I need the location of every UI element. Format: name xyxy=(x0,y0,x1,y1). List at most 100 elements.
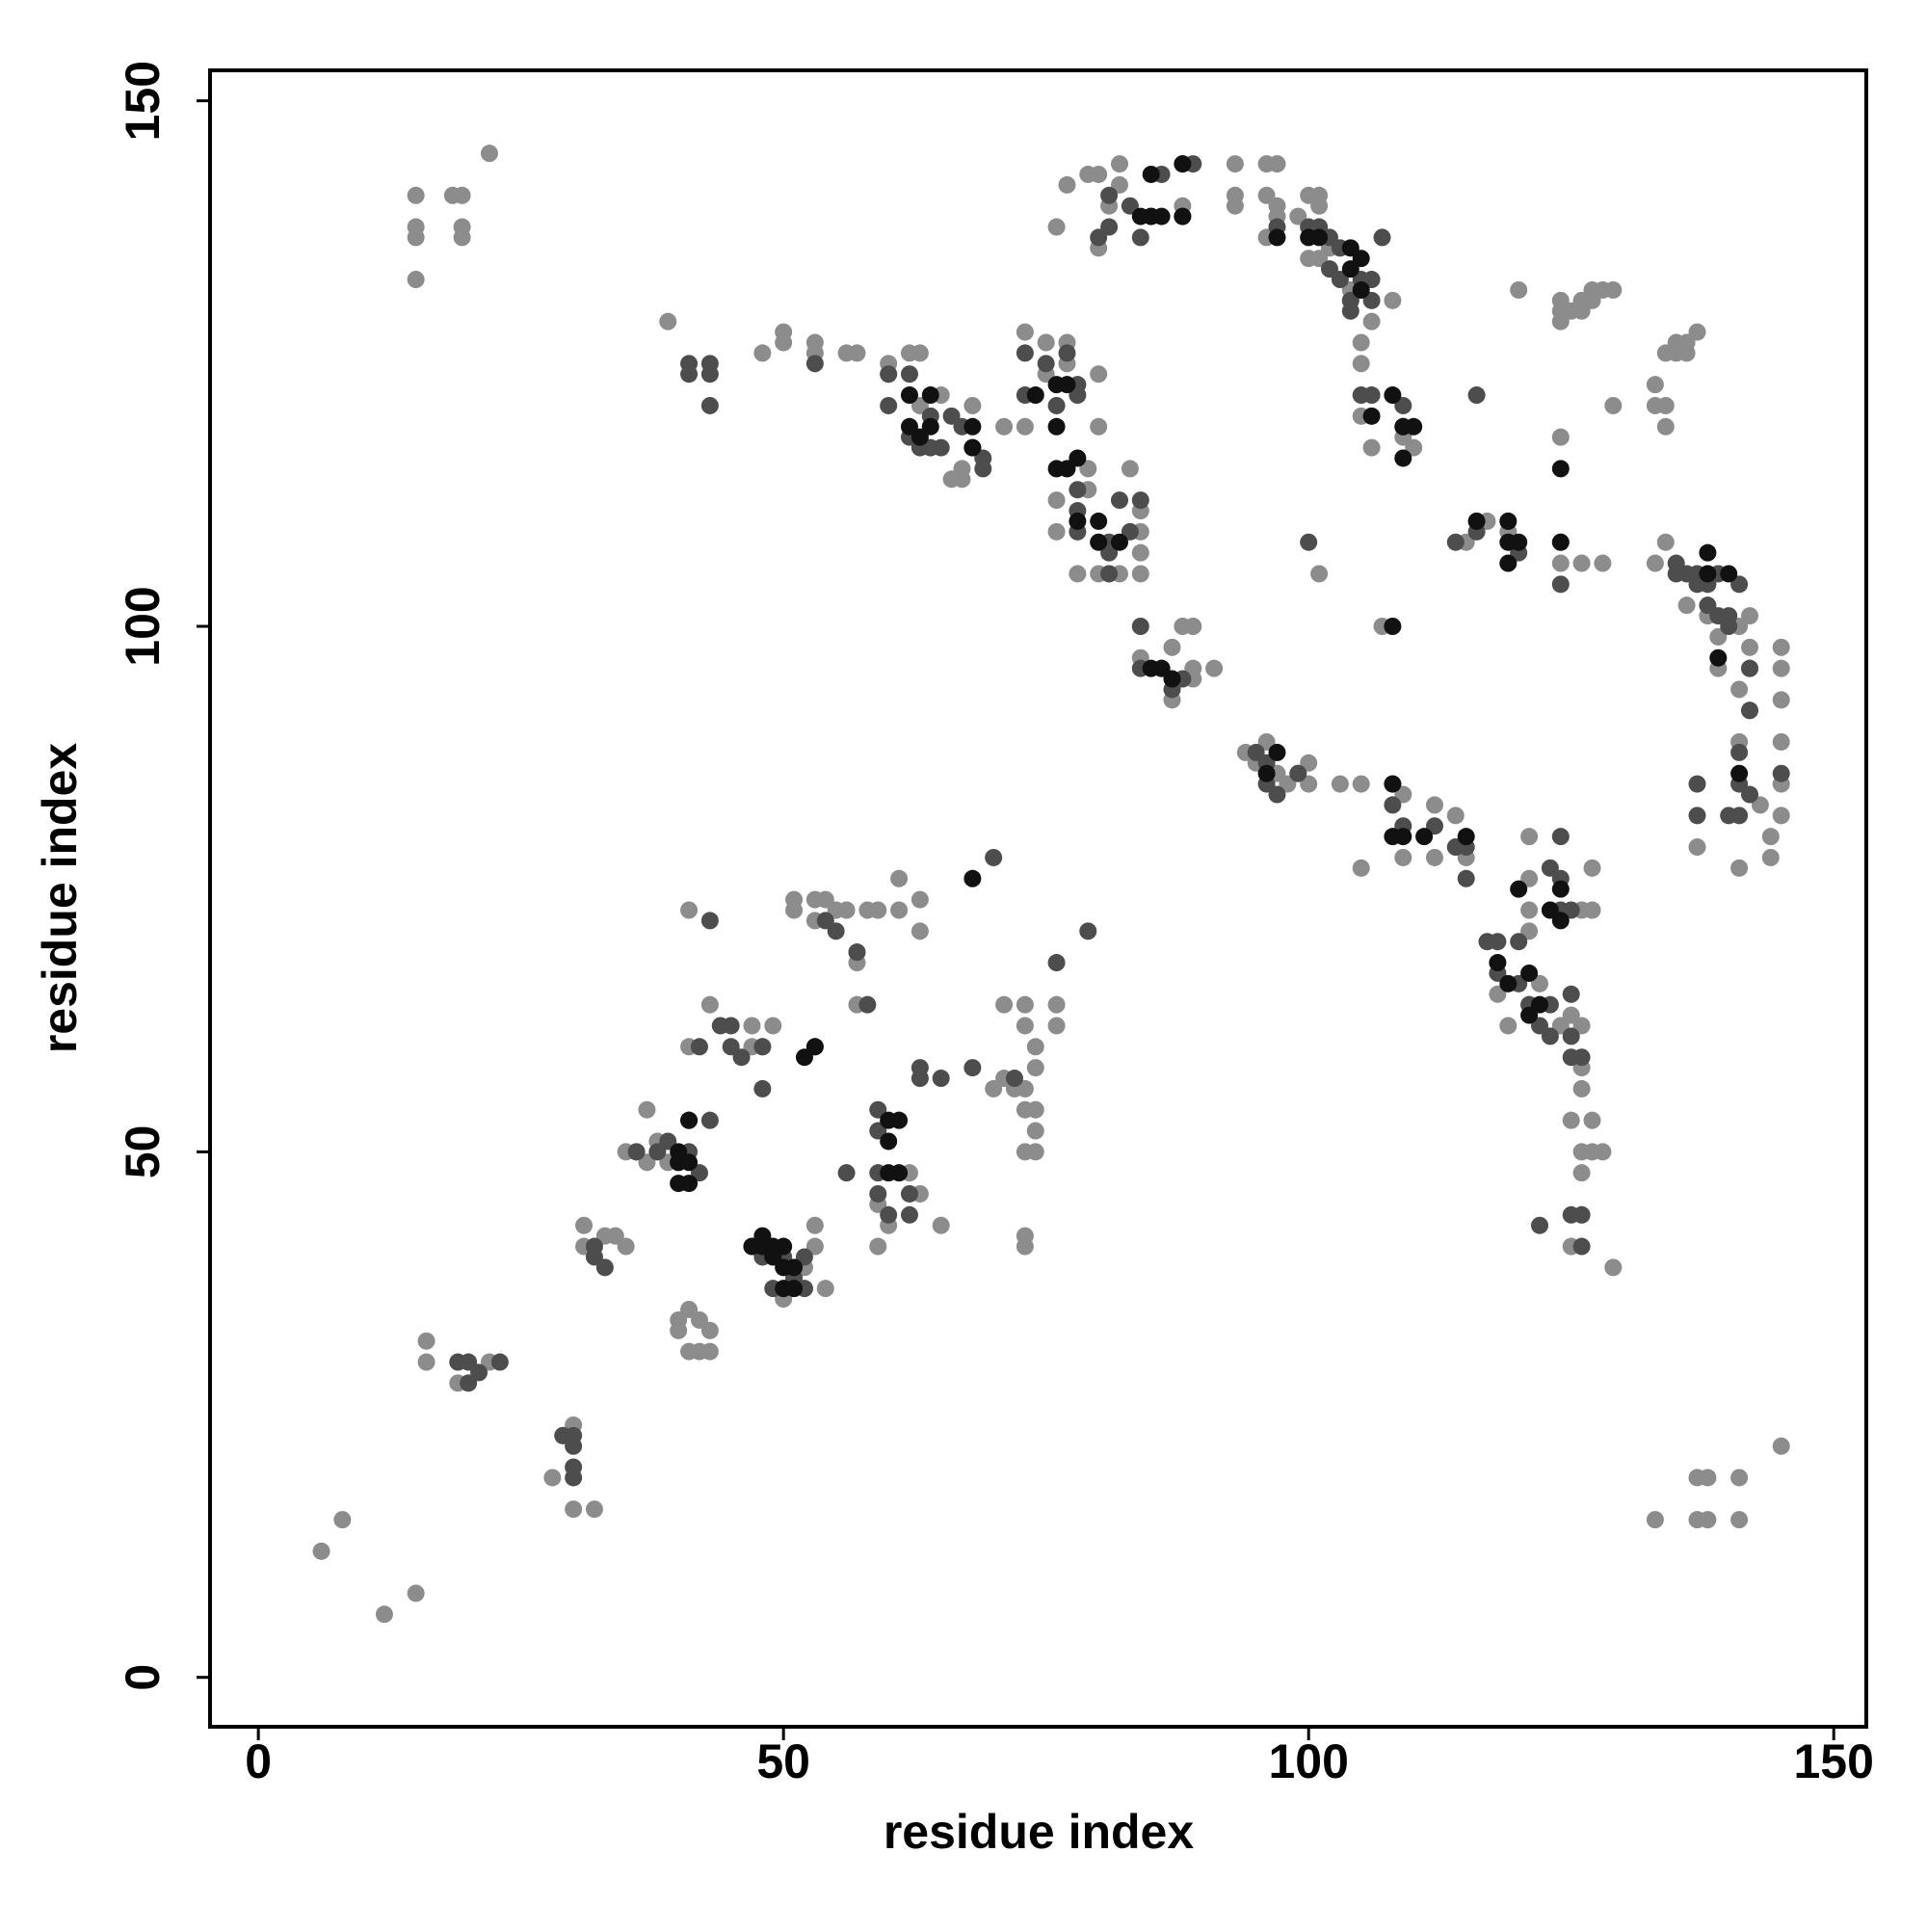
point xyxy=(1079,460,1097,478)
point xyxy=(1688,807,1706,825)
point xyxy=(1510,280,1528,299)
point xyxy=(1562,1006,1580,1024)
point xyxy=(1131,491,1149,510)
point xyxy=(1026,1122,1044,1140)
point xyxy=(1341,260,1359,278)
y-tick-label: 100 xyxy=(116,586,170,666)
point xyxy=(1572,1017,1591,1035)
point xyxy=(1026,386,1044,405)
point xyxy=(1677,596,1696,615)
point xyxy=(1562,901,1580,919)
point xyxy=(1268,155,1286,173)
point xyxy=(1362,271,1381,289)
point xyxy=(964,438,982,457)
point xyxy=(1772,659,1790,677)
point xyxy=(1058,344,1076,362)
point xyxy=(1699,543,1717,562)
point xyxy=(1520,869,1539,887)
point xyxy=(1583,859,1601,877)
point xyxy=(1489,985,1507,1003)
point xyxy=(1583,1111,1601,1129)
plot-frame xyxy=(208,68,1868,1729)
point xyxy=(1730,1511,1749,1529)
point xyxy=(407,186,425,204)
point xyxy=(1394,785,1412,804)
point xyxy=(1226,155,1244,173)
point xyxy=(1163,670,1181,688)
point xyxy=(995,417,1014,436)
point xyxy=(1090,417,1108,436)
point xyxy=(1268,785,1286,804)
point xyxy=(753,1038,772,1056)
point xyxy=(1699,565,1717,583)
point xyxy=(680,1175,699,1193)
point xyxy=(1457,828,1475,846)
point xyxy=(816,890,834,909)
point xyxy=(722,1038,740,1056)
point xyxy=(795,1248,813,1266)
point xyxy=(1688,775,1706,793)
point xyxy=(900,1205,918,1224)
point xyxy=(1131,228,1149,247)
point xyxy=(700,365,719,384)
point xyxy=(1520,964,1539,982)
point xyxy=(1572,1079,1591,1098)
point xyxy=(911,396,929,414)
point xyxy=(1121,460,1139,478)
point xyxy=(1394,417,1412,436)
point xyxy=(690,1164,708,1182)
point xyxy=(1425,848,1443,866)
point xyxy=(1656,417,1675,436)
point xyxy=(1163,638,1181,656)
point xyxy=(1541,901,1559,919)
point xyxy=(1090,228,1108,247)
point xyxy=(1352,775,1370,793)
point xyxy=(1016,323,1034,341)
point xyxy=(460,1353,478,1371)
point xyxy=(1384,828,1402,846)
y-tick-label: 150 xyxy=(116,61,170,141)
point xyxy=(1352,859,1370,877)
point xyxy=(1090,533,1108,551)
point xyxy=(700,1342,719,1361)
point xyxy=(1257,186,1276,204)
point xyxy=(1720,565,1738,583)
point xyxy=(1005,1070,1023,1088)
point xyxy=(1090,365,1108,384)
y-axis-label: residue index xyxy=(33,743,87,1054)
point xyxy=(1362,407,1381,425)
point xyxy=(880,365,898,384)
point xyxy=(1037,333,1055,352)
point xyxy=(1142,165,1160,183)
point xyxy=(1026,1059,1044,1077)
point xyxy=(1047,954,1066,972)
point xyxy=(890,1164,909,1182)
point xyxy=(1646,1511,1664,1529)
point xyxy=(407,228,425,247)
point xyxy=(785,901,804,919)
point xyxy=(1772,638,1790,656)
point xyxy=(1551,428,1570,446)
point xyxy=(1730,575,1749,594)
point xyxy=(900,417,918,436)
point xyxy=(627,1143,646,1161)
point xyxy=(1090,512,1108,530)
point xyxy=(1530,995,1548,1014)
point xyxy=(1037,355,1055,373)
point xyxy=(700,995,719,1014)
point xyxy=(1677,344,1696,362)
x-axis-label: residue index xyxy=(884,1805,1195,1859)
point xyxy=(1257,732,1276,751)
point xyxy=(827,922,845,940)
point xyxy=(1709,627,1728,646)
point xyxy=(1562,1111,1580,1129)
point xyxy=(1551,312,1570,331)
point xyxy=(1720,617,1738,635)
point xyxy=(595,1258,614,1277)
point xyxy=(1761,828,1780,846)
point xyxy=(1016,1017,1034,1035)
point xyxy=(1069,565,1087,583)
point xyxy=(1572,1205,1591,1224)
point xyxy=(753,1079,772,1098)
